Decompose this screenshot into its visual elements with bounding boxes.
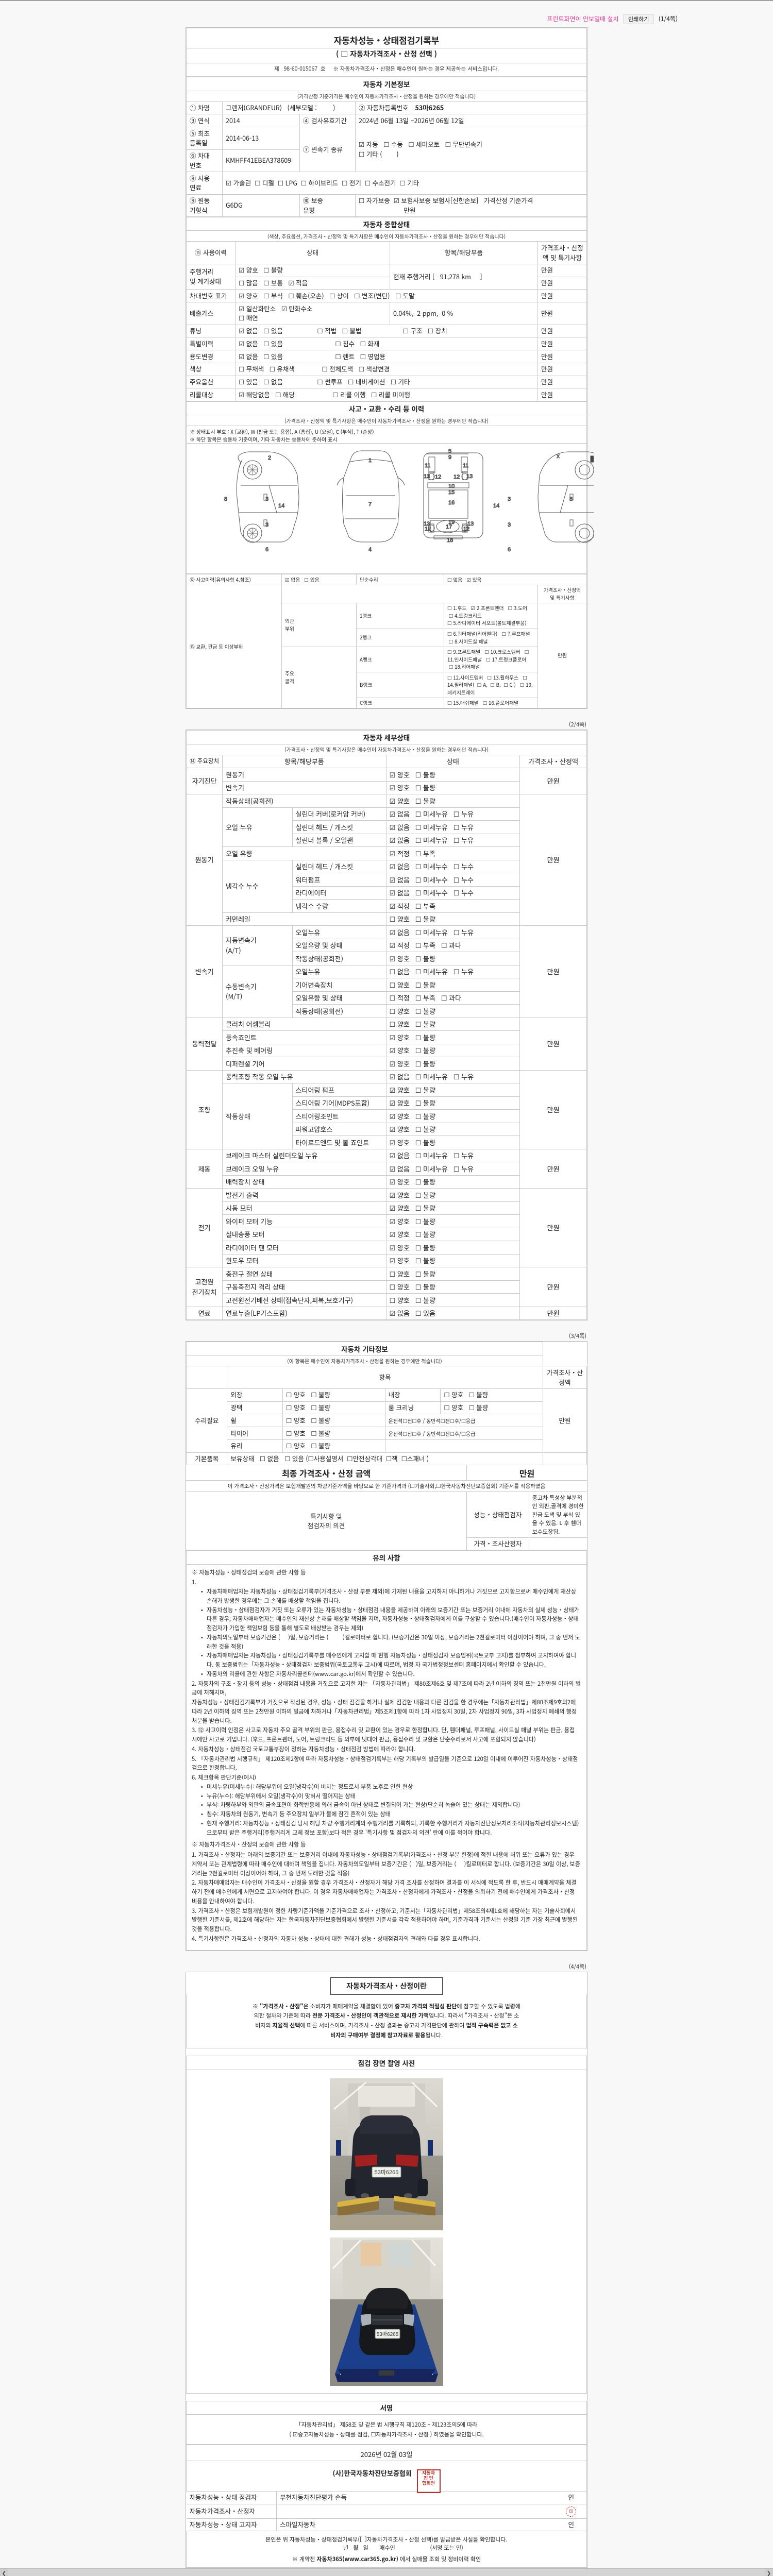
svg-text:7: 7 — [368, 501, 372, 507]
svg-text:18: 18 — [447, 537, 453, 544]
svg-text:6: 6 — [265, 547, 268, 553]
svg-text:16: 16 — [448, 500, 455, 506]
svg-text:13: 13 — [466, 473, 473, 480]
svg-text:15: 15 — [448, 489, 455, 496]
svg-text:14: 14 — [278, 503, 284, 509]
svg-text:12: 12 — [425, 526, 431, 532]
svg-text:4: 4 — [368, 547, 372, 553]
svg-text:5: 5 — [448, 448, 451, 454]
svg-text:8: 8 — [224, 496, 227, 502]
svg-text:12: 12 — [453, 474, 460, 480]
svg-text:3: 3 — [265, 496, 268, 502]
svg-text:14: 14 — [493, 503, 499, 509]
svg-text:6: 6 — [508, 547, 511, 553]
svg-text:9: 9 — [448, 454, 451, 461]
svg-text:X: X — [557, 454, 560, 459]
svg-text:3: 3 — [508, 496, 511, 502]
svg-text:13: 13 — [424, 473, 430, 480]
svg-text:11: 11 — [425, 463, 430, 469]
svg-text:2: 2 — [268, 455, 271, 461]
svg-text:53마6265: 53마6265 — [375, 2169, 399, 2176]
svg-text:1: 1 — [368, 457, 372, 464]
svg-text:11: 11 — [463, 463, 468, 469]
svg-text:12: 12 — [435, 474, 441, 480]
svg-text:3: 3 — [265, 522, 268, 528]
svg-text:10: 10 — [448, 483, 455, 489]
svg-text:3: 3 — [508, 522, 511, 528]
svg-text:17: 17 — [446, 524, 452, 530]
svg-text:8: 8 — [569, 496, 573, 502]
svg-text:53마6265: 53마6265 — [377, 2331, 399, 2337]
svg-text:12: 12 — [463, 526, 469, 532]
